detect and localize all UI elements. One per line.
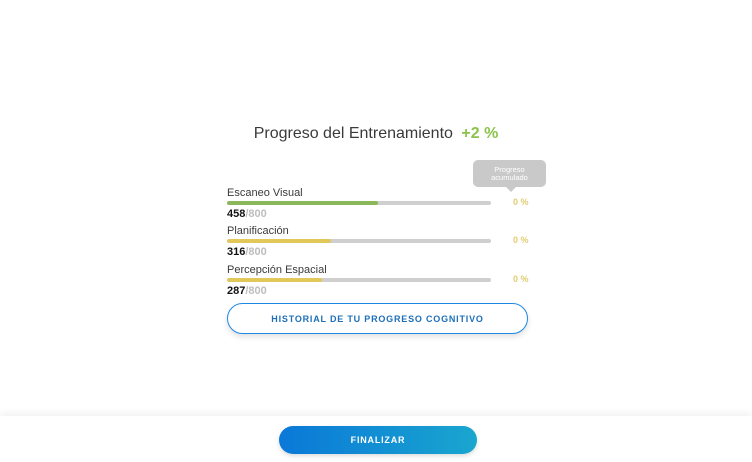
metric-label: Planificación	[227, 225, 289, 237]
metric-label: Escaneo Visual	[227, 187, 303, 199]
cumulative-progress-tooltip: Progreso acumulado	[473, 160, 546, 192]
metric-visual-scanning: Escaneo Visual 458/800 0 %	[227, 187, 532, 223]
progress-fill	[227, 201, 379, 205]
footer-bar: FINALIZAR	[0, 416, 752, 462]
score-max: 800	[248, 285, 267, 297]
progress-track	[227, 201, 491, 205]
cumulative-percent: 0 %	[513, 274, 529, 284]
score-value: 287	[227, 285, 246, 297]
cumulative-percent: 0 %	[513, 235, 529, 245]
progress-fill	[227, 239, 332, 243]
page-title: Progreso del Entrenamiento +2 %	[0, 125, 752, 143]
finish-button[interactable]: FINALIZAR	[279, 426, 477, 454]
metric-score: 316/800	[227, 246, 267, 258]
score-separator: /	[245, 285, 249, 297]
progress-delta: +2 %	[461, 125, 499, 142]
cumulative-percent: 0 %	[513, 197, 529, 207]
score-max: 800	[248, 208, 267, 220]
cognitive-history-button[interactable]: HISTORIAL DE TU PROGRESO COGNITIVO	[227, 303, 528, 334]
score-separator: /	[245, 246, 249, 258]
score-value: 316	[227, 246, 246, 258]
score-value: 458	[227, 208, 246, 220]
tooltip-line-2: acumulado	[491, 173, 528, 182]
score-max: 800	[248, 246, 267, 258]
title-text: Progreso del Entrenamiento	[253, 125, 453, 142]
progress-fill	[227, 278, 322, 282]
score-separator: /	[245, 208, 249, 220]
metric-planning: Planificación 316/800 0 %	[227, 225, 532, 261]
progress-track	[227, 239, 491, 243]
metric-score: 287/800	[227, 285, 267, 297]
tooltip-line-1: Progreso	[494, 165, 525, 174]
metric-label: Percepción Espacial	[227, 264, 327, 276]
metric-spatial-perception: Percepción Espacial 287/800 0 %	[227, 264, 532, 300]
progress-track	[227, 278, 491, 282]
metric-score: 458/800	[227, 208, 267, 220]
